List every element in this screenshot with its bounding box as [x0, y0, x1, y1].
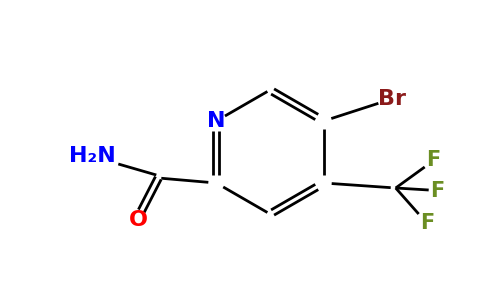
- Text: F: F: [426, 150, 441, 170]
- Text: O: O: [129, 210, 148, 230]
- Text: Br: Br: [378, 89, 406, 109]
- Text: H₂N: H₂N: [69, 146, 116, 166]
- Text: F: F: [421, 213, 435, 233]
- Text: F: F: [431, 181, 445, 201]
- Text: N: N: [207, 111, 226, 131]
